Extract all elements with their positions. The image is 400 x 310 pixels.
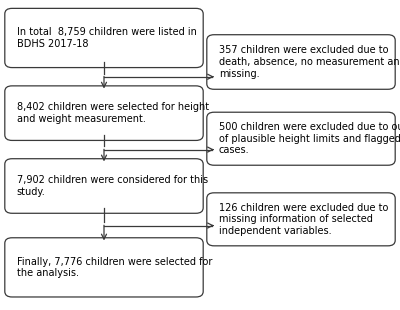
Text: 357 children were excluded due to
death, absence, no measurement and
missing.: 357 children were excluded due to death,… — [219, 45, 400, 79]
Text: 500 children were excluded due to out
of plausible height limits and flagged
cas: 500 children were excluded due to out of… — [219, 122, 400, 155]
Text: In total  8,759 children were listed in
BDHS 2017-18: In total 8,759 children were listed in B… — [17, 27, 197, 49]
Text: 7,902 children were considered for this
study.: 7,902 children were considered for this … — [17, 175, 208, 197]
FancyBboxPatch shape — [207, 193, 395, 246]
FancyBboxPatch shape — [207, 35, 395, 89]
FancyBboxPatch shape — [207, 112, 395, 165]
FancyBboxPatch shape — [5, 86, 203, 140]
FancyBboxPatch shape — [5, 238, 203, 297]
FancyBboxPatch shape — [5, 8, 203, 68]
Text: Finally, 7,776 children were selected for
the analysis.: Finally, 7,776 children were selected fo… — [17, 257, 212, 278]
Text: 126 children were excluded due to
missing information of selected
independent va: 126 children were excluded due to missin… — [219, 203, 388, 236]
FancyBboxPatch shape — [5, 159, 203, 213]
Text: 8,402 children were selected for height
and weight measurement.: 8,402 children were selected for height … — [17, 102, 209, 124]
